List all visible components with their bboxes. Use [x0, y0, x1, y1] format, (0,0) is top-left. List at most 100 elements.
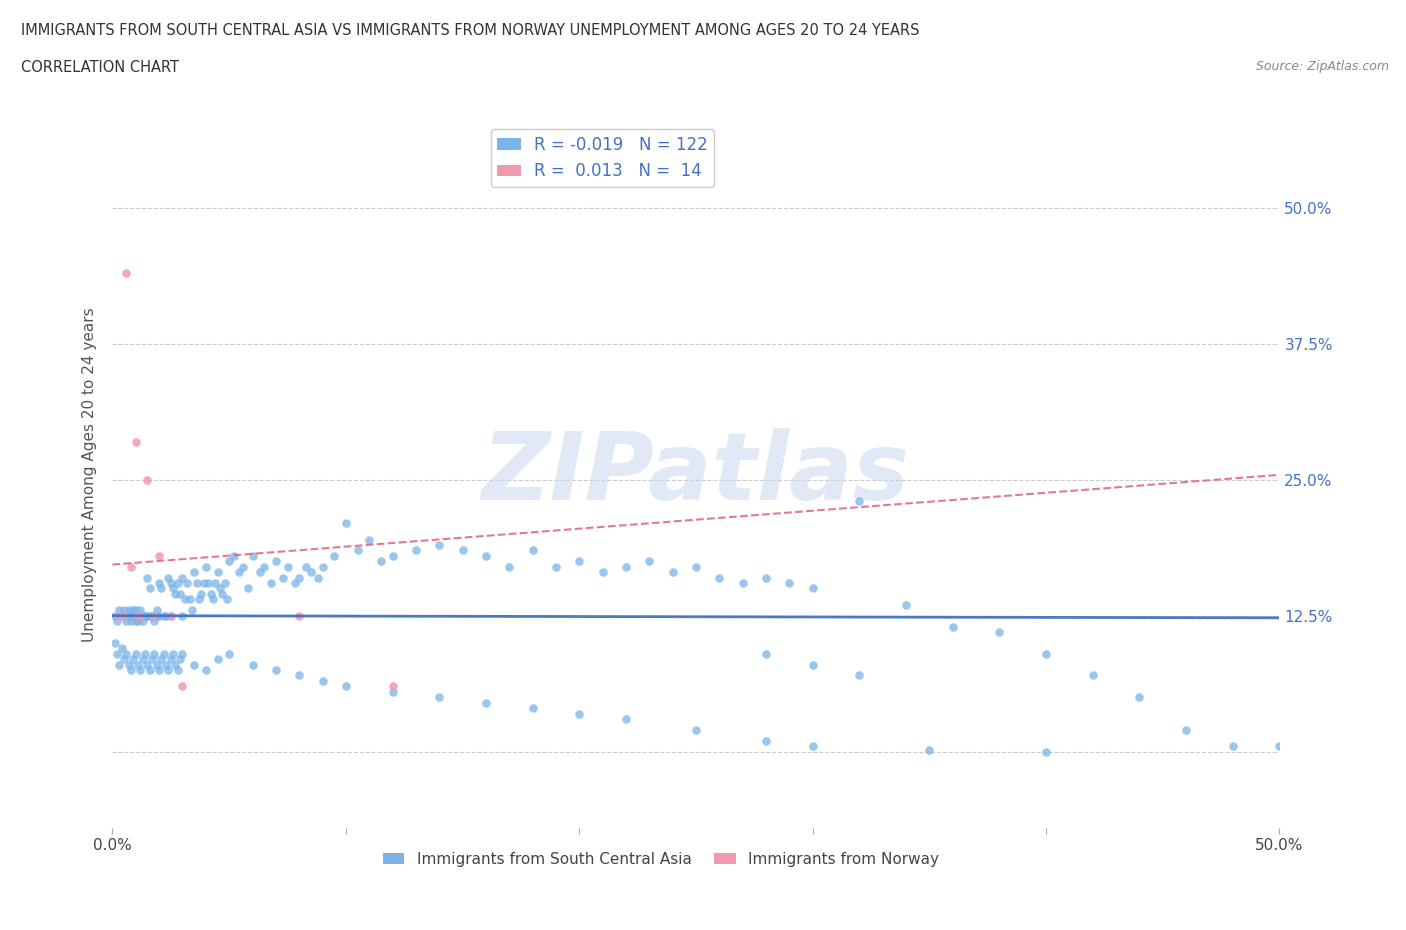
Point — [162, 581, 184, 596]
Point — [169, 587, 191, 602]
Point — [323, 549, 346, 564]
Point — [187, 591, 209, 606]
Point — [283, 576, 305, 591]
Point — [118, 603, 141, 618]
Point — [146, 608, 169, 623]
Point — [709, 570, 731, 585]
Point — [215, 591, 238, 606]
Point — [242, 658, 264, 672]
Point — [112, 603, 135, 618]
Point — [148, 576, 170, 591]
Point — [160, 652, 183, 667]
Point — [176, 576, 198, 591]
Point — [346, 543, 368, 558]
Text: ZIPatlas: ZIPatlas — [482, 429, 910, 520]
Point — [118, 608, 141, 623]
Point — [150, 652, 173, 667]
Point — [160, 608, 183, 623]
Point — [125, 434, 148, 449]
Point — [232, 559, 254, 574]
Point — [211, 587, 233, 602]
Point — [253, 559, 276, 574]
Point — [166, 576, 188, 591]
Point — [160, 608, 183, 623]
Point — [108, 603, 131, 618]
Point — [848, 668, 870, 683]
Point — [112, 652, 135, 667]
Point — [544, 559, 567, 574]
Point — [801, 658, 824, 672]
Point — [172, 608, 194, 623]
Point — [193, 576, 215, 591]
Point — [125, 614, 148, 629]
Point — [204, 576, 226, 591]
Point — [288, 668, 311, 683]
Point — [150, 581, 173, 596]
Point — [614, 559, 637, 574]
Point — [427, 690, 450, 705]
Point — [129, 603, 152, 618]
Point — [139, 608, 162, 623]
Point — [208, 581, 231, 596]
Point — [249, 565, 271, 579]
Point — [125, 608, 148, 623]
Point — [112, 608, 135, 623]
Point — [143, 608, 166, 623]
Point — [200, 587, 222, 602]
Point — [801, 581, 824, 596]
Point — [166, 662, 188, 677]
Point — [129, 608, 152, 623]
Point — [143, 646, 166, 661]
Point — [186, 576, 208, 591]
Point — [1081, 668, 1104, 683]
Point — [778, 576, 800, 591]
Point — [132, 652, 155, 667]
Point — [132, 614, 155, 629]
Point — [179, 591, 201, 606]
Point — [127, 658, 149, 672]
Point — [498, 559, 520, 574]
Point — [381, 684, 404, 699]
Point — [755, 733, 778, 748]
Point — [129, 662, 152, 677]
Point — [148, 549, 170, 564]
Point — [848, 494, 870, 509]
Point — [218, 554, 240, 569]
Point — [172, 570, 194, 585]
Point — [148, 608, 170, 623]
Point — [120, 614, 142, 629]
Point — [136, 608, 159, 623]
Point — [180, 603, 202, 618]
Point — [112, 608, 135, 623]
Point — [638, 554, 661, 569]
Point — [122, 608, 145, 623]
Point — [134, 608, 156, 623]
Point — [143, 614, 166, 629]
Point — [522, 543, 544, 558]
Point — [157, 662, 180, 677]
Point — [172, 646, 194, 661]
Point — [141, 608, 163, 623]
Point — [120, 662, 142, 677]
Point — [155, 608, 177, 623]
Point — [134, 646, 156, 661]
Point — [141, 652, 163, 667]
Point — [153, 646, 176, 661]
Point — [242, 549, 264, 564]
Point — [104, 635, 127, 650]
Point — [139, 662, 162, 677]
Point — [108, 608, 131, 623]
Point — [988, 625, 1011, 640]
Point — [136, 570, 159, 585]
Point — [801, 738, 824, 753]
Point — [381, 549, 404, 564]
Point — [405, 543, 427, 558]
Point — [370, 554, 392, 569]
Point — [118, 658, 141, 672]
Point — [222, 549, 245, 564]
Point — [260, 576, 283, 591]
Point — [132, 608, 155, 623]
Point — [146, 603, 169, 618]
Point — [125, 608, 148, 623]
Point — [381, 679, 404, 694]
